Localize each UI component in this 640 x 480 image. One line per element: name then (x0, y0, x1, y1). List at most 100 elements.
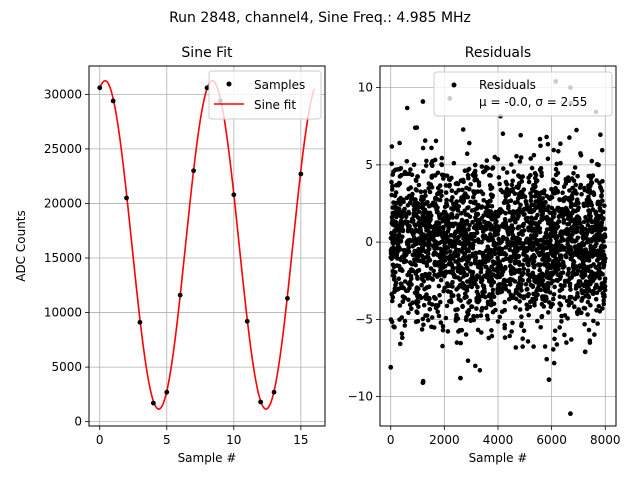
residual-point (456, 187, 462, 193)
residual-point (601, 252, 607, 258)
residual-point (552, 179, 558, 185)
residual-point (528, 173, 533, 178)
residual-point (482, 286, 487, 292)
residual-point (569, 295, 574, 300)
residual-point (495, 260, 500, 266)
residual-point (396, 276, 402, 282)
residual-point (389, 214, 395, 220)
residual-point (507, 247, 513, 253)
residual-point (573, 221, 578, 227)
residual-point (540, 278, 546, 283)
residual-point (480, 191, 486, 197)
residual-point (575, 207, 581, 213)
residual-point (599, 255, 605, 261)
residual-point (467, 140, 472, 146)
residual-point (415, 276, 420, 281)
residual-point (502, 299, 508, 305)
residual-point (500, 268, 506, 273)
residual-point (468, 261, 474, 267)
residual-point (539, 215, 544, 221)
residual-point (551, 347, 556, 352)
residual-point (558, 283, 564, 288)
residual-point (467, 214, 473, 219)
residual-point (598, 132, 603, 137)
residual-point (588, 214, 593, 219)
residual-point (552, 328, 558, 334)
residual-point (444, 197, 450, 203)
residual-point (425, 276, 431, 281)
residual-point (447, 241, 452, 246)
residual-point (527, 220, 532, 225)
residual-point (518, 155, 524, 160)
residual-point (474, 298, 480, 304)
residual-point (467, 298, 473, 304)
residual-point (431, 250, 437, 256)
residual-point (429, 159, 435, 164)
residual-point (502, 322, 508, 328)
residual-point (455, 229, 461, 234)
residual-point (586, 327, 592, 333)
residual-point (590, 224, 596, 230)
residual-point (472, 162, 478, 168)
residual-point (439, 250, 444, 255)
residual-point (538, 143, 543, 149)
residual-point (484, 313, 490, 319)
residual-point (439, 172, 445, 178)
residual-point (487, 254, 493, 259)
residual-point (584, 228, 590, 233)
residual-point (406, 281, 412, 287)
sine-fit-y-tick-label: 15000 (44, 251, 82, 265)
residual-point (513, 246, 518, 252)
residual-point (509, 329, 514, 334)
residual-point (422, 207, 428, 213)
residual-point (562, 332, 567, 338)
residual-point (442, 263, 448, 269)
residual-point (494, 274, 500, 280)
residual-point (437, 197, 443, 203)
residual-point (426, 186, 431, 191)
residual-point (460, 187, 465, 193)
residual-point (537, 167, 543, 173)
residual-point (556, 207, 561, 213)
residual-point (497, 245, 502, 251)
residual-point (594, 272, 599, 278)
residual-point (591, 318, 596, 324)
residual-point (443, 190, 449, 195)
residual-point (587, 288, 592, 294)
residual-point (391, 264, 397, 270)
sine-fit-x-tick-label: 15 (293, 433, 308, 447)
residual-point (556, 214, 562, 219)
residual-outlier-point (420, 99, 426, 104)
residual-point (600, 178, 605, 184)
residual-point (588, 264, 594, 269)
residual-point (414, 285, 420, 290)
residual-point (585, 312, 590, 317)
residual-point (444, 221, 449, 227)
residual-point (508, 243, 513, 248)
residual-point (500, 189, 506, 195)
residual-point (517, 299, 522, 304)
sample-point (258, 399, 264, 405)
residual-point (601, 301, 606, 307)
residual-point (424, 313, 430, 318)
residual-point (474, 306, 479, 311)
residual-point (426, 237, 431, 243)
residual-point (573, 250, 578, 256)
residual-point (595, 222, 601, 227)
sample-point (177, 292, 183, 298)
residual-point (571, 258, 576, 264)
residual-point (436, 283, 442, 289)
residual-point (459, 211, 464, 216)
residual-point (393, 200, 399, 206)
residual-point (415, 295, 421, 300)
residual-point (414, 309, 419, 314)
residual-point (489, 328, 494, 333)
residual-point (554, 342, 560, 347)
residual-point (493, 220, 498, 226)
residual-point (560, 206, 565, 212)
residual-point (574, 264, 579, 269)
residual-point (447, 215, 453, 221)
residual-point (492, 232, 498, 238)
residual-point (390, 298, 395, 304)
residual-point (454, 287, 459, 292)
